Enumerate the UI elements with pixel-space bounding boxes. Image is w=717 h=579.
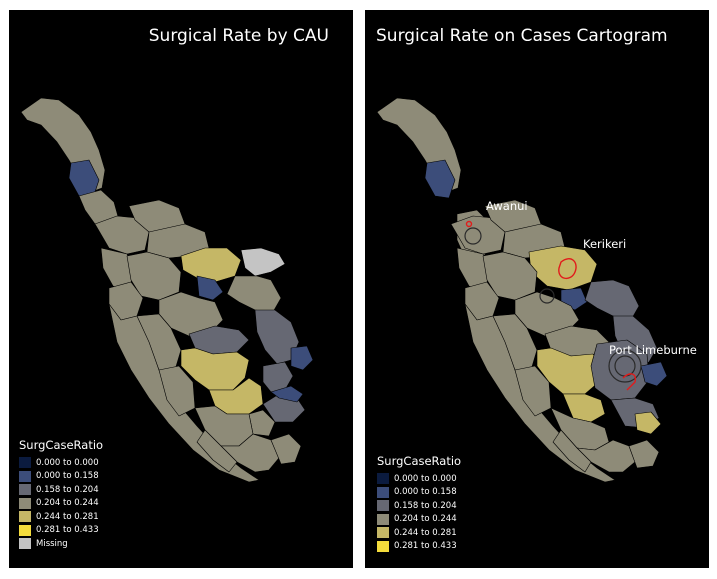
region-waipapa (196, 275, 224, 301)
legend-swatch (377, 473, 389, 485)
legend-label: Missing (36, 538, 68, 549)
legend-item: 0.281 to 0.433 (377, 540, 461, 554)
region-mangawhai (628, 439, 660, 469)
legend-swatch (19, 511, 31, 523)
legend-item: 0.204 to 0.244 (19, 497, 103, 511)
region-kaikohe (482, 251, 538, 301)
legend-swatch (377, 527, 389, 539)
choropleth-map (20, 97, 314, 483)
legend-label: 0.158 to 0.204 (394, 500, 457, 511)
legend-swatch (19, 524, 31, 536)
legend-label: 0.000 to 0.158 (394, 487, 457, 498)
legend-label: 0.204 to 0.244 (394, 514, 457, 525)
choropleth-map-panel: Surgical Rate by CAU (9, 10, 353, 568)
legend-label: 0.244 to 0.281 (394, 527, 457, 538)
legend-item: 0.204 to 0.244 (377, 513, 461, 527)
legend-item: 0.000 to 0.000 (19, 456, 103, 470)
cartogram-map: Awanui Kerikeri Port Limeburne (376, 97, 697, 483)
legend-label: 0.000 to 0.000 (36, 457, 99, 468)
legend-swatch (19, 538, 31, 550)
legend-item: 0.281 to 0.433 (19, 524, 103, 538)
region-ruakaka (634, 411, 662, 435)
legend-item: 0.158 to 0.204 (19, 483, 103, 497)
region-kaikohe (126, 251, 182, 301)
region-bay-of-islands-missing (240, 247, 286, 277)
region-whangarei-west (180, 347, 250, 391)
place-label-awanui: Awanui (486, 199, 528, 213)
legend-label: 0.158 to 0.204 (36, 484, 99, 495)
legend-item: 0.158 to 0.204 (377, 499, 461, 513)
region-hikurangi-south (196, 429, 238, 473)
region-houhora (424, 159, 456, 199)
region-hikurangi-south (552, 429, 592, 473)
legend-label: 0.000 to 0.158 (36, 471, 99, 482)
region-hikurangi (270, 385, 304, 403)
region-russell (584, 279, 640, 321)
legend-item: 0.000 to 0.000 (377, 472, 461, 486)
cartogram-ring (608, 349, 642, 383)
region-kaihu (136, 313, 182, 371)
legend-label: 0.281 to 0.433 (394, 541, 457, 552)
cartogram-map-panel: Surgical Rate on Cases Cartogram (365, 10, 709, 568)
region-russell (226, 275, 282, 313)
map-title: Surgical Rate by CAU (148, 26, 329, 46)
region-hikurangi (640, 361, 668, 387)
legend-item: 0.000 to 0.158 (19, 470, 103, 484)
cartogram-ring (539, 288, 555, 304)
region-kaitaia (450, 215, 506, 255)
legend-label: 0.281 to 0.433 (36, 525, 99, 536)
legend-label: 0.000 to 0.000 (394, 473, 457, 484)
legend-title: SurgCaseRatio (377, 454, 462, 468)
legend-item: 0.244 to 0.281 (377, 526, 461, 540)
region-kaitaia (94, 215, 150, 255)
legend-item: 0.244 to 0.281 (19, 510, 103, 524)
map-title: Surgical Rate on Cases Cartogram (376, 26, 668, 46)
place-label-kerikeri: Kerikeri (583, 237, 626, 251)
region-mangawhai (270, 433, 302, 465)
legend-item: 0.000 to 0.158 (377, 486, 461, 500)
legend-swatch (377, 486, 389, 498)
legend-label: 0.244 to 0.281 (36, 511, 99, 522)
region-whangaroa (290, 345, 314, 371)
place-label-port-limeburne: Port Limeburne (609, 343, 697, 357)
legend-title: SurgCaseRatio (19, 438, 104, 452)
port-limeburne-marker (622, 373, 637, 391)
legend-swatch (19, 470, 31, 482)
kerikeri-marker (558, 258, 577, 279)
legend-item: Missing (19, 537, 103, 551)
legend-swatch (19, 457, 31, 469)
legend-swatch (19, 497, 31, 509)
awanui-marker (465, 220, 473, 228)
legend-label: 0.204 to 0.244 (36, 498, 99, 509)
legend-swatch (19, 484, 31, 496)
legend-swatch (377, 540, 389, 552)
region-kerikeri (180, 247, 242, 283)
legend: SurgCaseRatio 0.000 to 0.000 0.000 to 0.… (19, 438, 103, 551)
legend-swatch (377, 500, 389, 512)
legend: SurgCaseRatio 0.000 to 0.000 0.000 to 0.… (377, 454, 461, 553)
cartogram-ring (464, 227, 482, 245)
legend-swatch (377, 513, 389, 525)
region-kerikeri (528, 245, 598, 291)
region-kaihu (492, 313, 538, 371)
